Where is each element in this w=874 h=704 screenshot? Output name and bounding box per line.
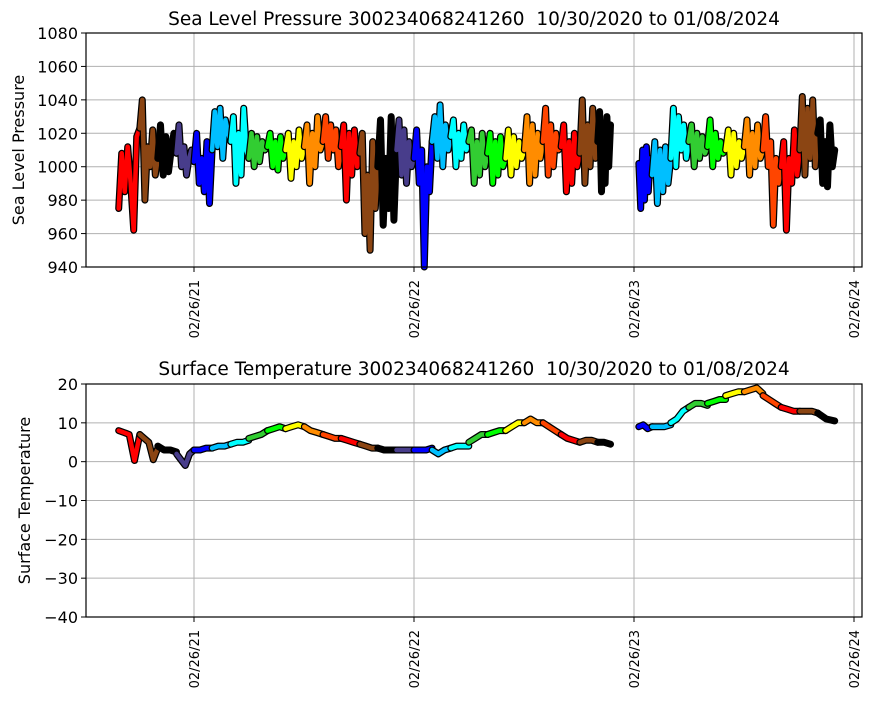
- pressure-series: [115, 93, 839, 271]
- y-tick-label: −40: [44, 608, 78, 627]
- data-segment-2021-04-28: [228, 105, 252, 186]
- data-segment-2020-12-28: [155, 443, 179, 455]
- data-segment-2022-10-28: [558, 122, 583, 195]
- data-segment-2021-09-28: [320, 114, 344, 169]
- data-segment-2023-05-28: [686, 122, 710, 169]
- data-segment-2020-11-28: [137, 432, 161, 462]
- data-segment-2021-12-28: [375, 114, 399, 228]
- y-tick-label: 20: [58, 375, 78, 394]
- data-segment-2021-06-28: [265, 131, 288, 173]
- data-segment-2022-07-28: [503, 127, 527, 178]
- data-segment-2023-03-28: [649, 422, 674, 429]
- data-segment-2022-04-28: [448, 117, 472, 169]
- x-tick-label: 02/26/24: [848, 280, 863, 338]
- data-segment-2022-01-28: [394, 117, 417, 186]
- chart-title: Surface Temperature 300234068241260 10/3…: [158, 359, 789, 380]
- data-segment-2022-03-28: [429, 102, 454, 169]
- y-tick-label: 1060: [37, 57, 78, 76]
- data-segment-2022-09-28: [540, 420, 564, 437]
- data-segment-2022-11-28: [577, 97, 601, 186]
- data-segment-2023-08-28: [742, 385, 766, 396]
- data-segment-2022-12-28: [595, 109, 613, 195]
- data-segment-2021-10-28: [338, 122, 363, 203]
- y-tick-label: 10: [58, 414, 78, 433]
- data-segment-2023-12-28: [815, 410, 837, 424]
- y-tick-label: 1040: [37, 91, 78, 110]
- data-segment-2021-01-28: [174, 122, 197, 178]
- data-segment-2023-08-28: [742, 117, 766, 178]
- data-segment-2022-06-28: [485, 131, 508, 186]
- y-tick-label: 0: [68, 453, 78, 472]
- y-tick-label: −30: [44, 569, 78, 588]
- data-segment-2023-11-28: [797, 94, 821, 178]
- y-tick-label: 940: [47, 258, 78, 277]
- x-tick-label: 02/26/22: [408, 630, 423, 688]
- y-tick-label: 1000: [37, 158, 78, 177]
- data-segment-2022-05-28: [466, 127, 490, 186]
- data-segment-2020-10-24: [116, 428, 143, 463]
- data-segment-2023-04-28: [668, 105, 692, 169]
- data-segment-2020-11-28: [137, 97, 161, 203]
- data-segment-2023-07-28: [723, 127, 747, 178]
- x-tick-label: 02/26/21: [188, 280, 203, 338]
- data-segment-2020-12-28: [155, 122, 179, 178]
- y-axis-label: Surface Temperature: [15, 417, 34, 584]
- data-segment-2021-05-28: [246, 428, 270, 441]
- y-tick-label: 1020: [37, 124, 78, 143]
- data-segment-2023-09-28: [760, 114, 784, 228]
- data-segment-2021-04-28: [228, 438, 252, 447]
- x-tick-label: 02/26/23: [628, 630, 643, 688]
- data-segment-2023-12-28: [815, 117, 837, 190]
- data-segment-2021-03-28: [209, 105, 234, 161]
- x-tick-label: 02/26/22: [408, 280, 423, 338]
- data-segment-2023-10-28: [778, 127, 803, 233]
- data-segment-2021-08-28: [302, 114, 326, 186]
- data-segment-2023-09-28: [760, 393, 784, 410]
- data-segment-2021-07-28: [283, 127, 307, 181]
- data-segment-2021-11-28: [357, 131, 381, 253]
- data-segment-2023-03-28: [649, 139, 674, 206]
- data-segment-2022-02-26: [411, 127, 435, 270]
- data-segment-2020-10-24: [116, 126, 143, 233]
- axes-frame: [85, 32, 863, 268]
- data-segment-2021-02-26: [191, 131, 215, 206]
- y-tick-label: 1080: [37, 24, 78, 43]
- data-segment-2022-04-28: [448, 443, 472, 451]
- temperature-series: [115, 384, 839, 469]
- y-tick-label: 980: [47, 191, 78, 210]
- data-segment-2021-05-28: [246, 131, 270, 169]
- data-segment-2023-06-28: [705, 397, 728, 406]
- data-segment-2023-06-28: [705, 117, 728, 169]
- x-tick-label: 02/26/23: [628, 280, 643, 338]
- temperature-panel: 20 10 0 −10 −20 −30 −40 02/26/21 02/26/22 02/26/2…: [15, 359, 863, 688]
- y-axis-label: Sea Level Pressure: [9, 75, 28, 226]
- x-tick-label: 02/26/24: [848, 630, 863, 688]
- data-segment-2021-01-28: [174, 447, 197, 468]
- chart-title: Sea Level Pressure 300234068241260 10/30…: [168, 9, 780, 30]
- x-tick-label: 02/26/21: [188, 630, 203, 688]
- y-tick-label: −20: [44, 530, 78, 549]
- y-tick-label: −10: [44, 492, 78, 511]
- y-tick-label: 960: [47, 225, 78, 244]
- pressure-panel: 1080 1060 1040 1020 1000 980 960 940 02/26/21 02/…: [9, 9, 863, 338]
- data-segment-2022-08-28: [522, 114, 546, 186]
- data-segment-2022-12-28: [595, 440, 613, 447]
- data-segment-2023-04-28: [668, 405, 692, 426]
